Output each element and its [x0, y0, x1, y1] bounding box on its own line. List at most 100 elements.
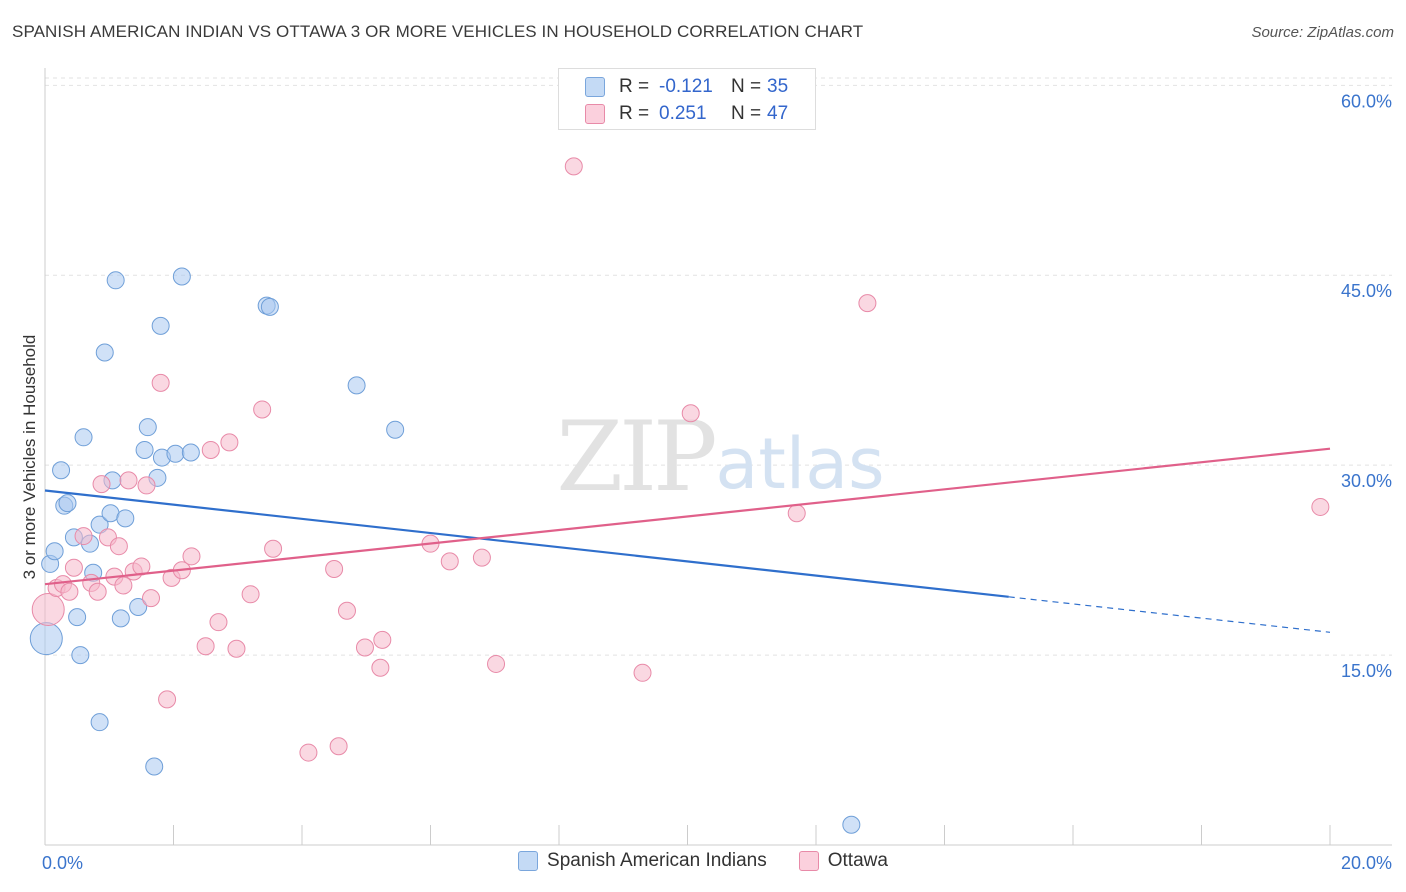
data-point: [564, 157, 583, 176]
data-point: [138, 418, 157, 437]
data-point: [472, 548, 491, 567]
data-point: [371, 658, 390, 677]
watermark-atlas: atlas: [715, 423, 884, 505]
data-point: [858, 294, 877, 313]
data-point: [355, 638, 374, 657]
trend-line-blue: [44, 489, 1009, 598]
data-point: [119, 471, 138, 490]
legend-item-ottawa: Ottawa: [798, 850, 888, 872]
source-label: Source: ZipAtlas.com: [1251, 24, 1394, 41]
data-point: [787, 504, 806, 523]
legend-n-label: N =: [731, 103, 762, 124]
data-point: [52, 461, 71, 480]
data-point: [260, 297, 279, 316]
x-tick-label: 0.0%: [42, 853, 83, 873]
y-tick-label: 15.0%: [1341, 661, 1392, 681]
data-point: [1311, 497, 1330, 516]
data-point: [90, 515, 109, 534]
data-point: [60, 582, 79, 601]
x-tick-label: 20.0%: [1341, 853, 1392, 873]
legend-r-value: 0.251: [659, 103, 707, 124]
data-point: [373, 630, 392, 649]
data-point: [347, 376, 366, 395]
legend-r-label: R =: [619, 103, 650, 124]
data-point: [95, 343, 114, 362]
data-point: [158, 690, 177, 709]
data-point: [337, 601, 356, 620]
data-point: [633, 663, 652, 682]
data-point: [74, 428, 93, 447]
data-point: [68, 608, 87, 627]
data-point: [253, 400, 272, 419]
data-point: [71, 646, 90, 665]
data-point: [196, 637, 215, 656]
data-point: [182, 547, 201, 566]
correlation-legend: R = -0.121 N = 35 R = 0.251 N = 47: [558, 68, 816, 130]
data-point: [220, 433, 239, 452]
data-point: [114, 576, 133, 595]
y-tick-label: 45.0%: [1341, 281, 1392, 301]
data-point: [440, 552, 459, 571]
legend-n-value: 35: [767, 76, 789, 97]
data-point: [181, 443, 200, 462]
chart-title: SPANISH AMERICAN INDIAN VS OTTAWA 3 OR M…: [12, 22, 864, 41]
data-point: [241, 585, 260, 604]
legend-swatch-blue: [518, 851, 539, 871]
data-point: [111, 609, 130, 628]
series-ottawa: [31, 157, 1330, 762]
data-point: [325, 559, 344, 578]
data-point: [92, 475, 111, 494]
data-point: [45, 542, 64, 561]
data-point: [487, 654, 506, 673]
data-point: [166, 444, 185, 463]
legend-swatch-pink: [585, 104, 605, 124]
legend-item-spanish-american-indians: Spanish American Indians: [518, 850, 767, 872]
data-point: [264, 539, 283, 558]
data-point: [151, 373, 170, 392]
data-point: [135, 440, 154, 459]
trend-lines: [44, 447, 1331, 633]
axes: [44, 68, 1392, 846]
data-point: [145, 757, 164, 776]
data-point: [681, 404, 700, 423]
data-point: [29, 622, 63, 656]
trend-line-pink: [44, 447, 1331, 586]
tick-labels: 15.0% 30.0% 45.0% 60.0% 0.0% 20.0%: [42, 91, 1392, 873]
legend-swatch-pink: [798, 851, 819, 871]
data-point: [31, 593, 65, 626]
y-tick-label: 60.0%: [1341, 91, 1392, 111]
data-point: [88, 582, 107, 601]
data-point: [129, 597, 148, 616]
data-point: [74, 527, 93, 546]
data-point: [386, 420, 405, 439]
y-axis-label: 3 or more Vehicles in Household: [20, 335, 39, 580]
data-point: [201, 440, 220, 459]
data-point: [106, 271, 125, 290]
series-legend: Spanish American Indians Ottawa: [0, 850, 1406, 872]
data-point: [172, 267, 191, 286]
data-point: [137, 476, 156, 495]
data-point: [64, 558, 83, 577]
data-point: [227, 639, 246, 658]
data-point: [109, 537, 128, 556]
legend-n-label: N =: [731, 76, 762, 97]
gridlines: [45, 77, 1392, 656]
data-point: [209, 613, 228, 632]
data-point: [58, 494, 77, 513]
data-point: [142, 589, 161, 608]
data-point: [842, 815, 861, 834]
data-point: [329, 737, 348, 756]
data-point: [116, 509, 135, 528]
legend-label: Ottawa: [827, 850, 888, 871]
legend-n-value: 47: [767, 103, 789, 124]
legend-swatch-blue: [585, 77, 605, 97]
trend-line-extension: [1008, 596, 1331, 633]
legend-r-label: R =: [619, 76, 650, 97]
y-tick-label: 30.0%: [1341, 471, 1392, 491]
data-point: [299, 743, 318, 762]
data-point: [151, 316, 170, 335]
legend-r-value: -0.121: [659, 76, 713, 97]
data-point: [90, 713, 109, 732]
series-spanish-american-indians: [29, 267, 861, 834]
